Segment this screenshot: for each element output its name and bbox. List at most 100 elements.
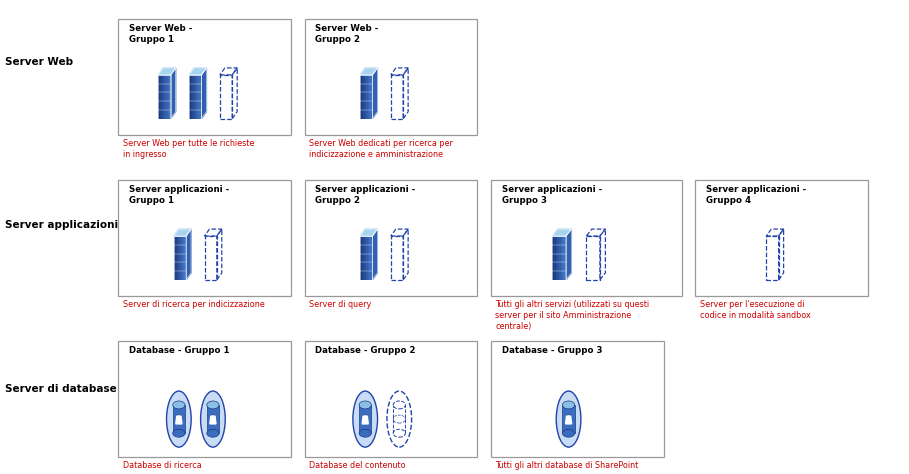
Polygon shape (171, 68, 175, 118)
Bar (198, 75, 201, 118)
FancyBboxPatch shape (118, 180, 291, 296)
Bar (169, 75, 172, 118)
Bar (166, 75, 168, 118)
Bar (167, 75, 170, 118)
Bar (368, 236, 370, 280)
Bar (362, 236, 365, 280)
Bar (194, 75, 196, 118)
Ellipse shape (166, 391, 191, 447)
Bar (366, 236, 369, 280)
Text: Server Web -
Gruppo 2: Server Web - Gruppo 2 (315, 24, 379, 44)
FancyBboxPatch shape (305, 19, 477, 135)
Polygon shape (210, 416, 216, 424)
Circle shape (566, 415, 571, 417)
Bar (162, 75, 164, 118)
Bar (360, 236, 363, 280)
Text: Tutti gli altri database di SharePoint: Tutti gli altri database di SharePoint (495, 461, 639, 470)
Polygon shape (373, 229, 377, 280)
Bar (555, 236, 558, 280)
Polygon shape (202, 68, 206, 118)
Bar (371, 236, 374, 280)
Text: Server applicazioni -
Gruppo 2: Server applicazioni - Gruppo 2 (315, 185, 415, 205)
Bar (175, 236, 178, 280)
Bar (366, 75, 369, 118)
Text: Server di query: Server di query (309, 300, 371, 309)
Text: Server di ricerca per indicizzazione: Server di ricerca per indicizzazione (123, 300, 265, 309)
Bar (185, 236, 187, 280)
Ellipse shape (207, 401, 219, 409)
Ellipse shape (556, 391, 581, 447)
Bar (177, 236, 179, 280)
Polygon shape (373, 68, 377, 118)
Polygon shape (362, 416, 368, 424)
Text: Server applicazioni: Server applicazioni (5, 220, 117, 230)
Polygon shape (158, 68, 175, 75)
Ellipse shape (201, 391, 225, 447)
Bar (365, 236, 367, 280)
FancyBboxPatch shape (305, 180, 477, 296)
Ellipse shape (563, 429, 574, 437)
Ellipse shape (173, 429, 185, 437)
Circle shape (363, 415, 367, 417)
Bar (564, 236, 567, 280)
Bar (557, 236, 560, 280)
Bar (178, 236, 181, 280)
Bar (197, 75, 199, 118)
Ellipse shape (359, 401, 371, 409)
Polygon shape (175, 416, 182, 424)
Bar (195, 75, 198, 118)
Text: Server Web: Server Web (5, 57, 73, 67)
Bar (189, 75, 192, 118)
Ellipse shape (387, 391, 412, 447)
FancyBboxPatch shape (491, 341, 664, 457)
FancyBboxPatch shape (118, 341, 291, 457)
Circle shape (176, 415, 181, 417)
Bar (554, 236, 556, 280)
Bar (182, 236, 184, 280)
Text: Server Web per tutte le richieste
in ingresso: Server Web per tutte le richieste in ing… (123, 139, 255, 159)
Text: Server applicazioni -
Gruppo 3: Server applicazioni - Gruppo 3 (502, 185, 602, 205)
Bar (563, 405, 574, 433)
Bar (561, 236, 564, 280)
Polygon shape (360, 229, 377, 236)
Bar (371, 75, 374, 118)
Text: Server Web -
Gruppo 1: Server Web - Gruppo 1 (129, 24, 193, 44)
Bar (183, 236, 185, 280)
Bar (364, 75, 365, 118)
Bar (160, 75, 163, 118)
Bar (174, 236, 176, 280)
Bar (191, 75, 193, 118)
Bar (369, 236, 372, 280)
Bar (559, 236, 562, 280)
Ellipse shape (353, 391, 377, 447)
Bar (180, 236, 183, 280)
Bar (365, 75, 367, 118)
Text: Server Web dedicati per ricerca per
indicizzazione e amministrazione: Server Web dedicati per ricerca per indi… (309, 139, 453, 159)
Bar (200, 75, 203, 118)
Text: Database - Gruppo 3: Database - Gruppo 3 (502, 346, 603, 355)
Bar (368, 75, 370, 118)
Bar (364, 236, 365, 280)
Bar (163, 75, 165, 118)
Text: Database del contenuto: Database del contenuto (309, 461, 405, 470)
Polygon shape (565, 416, 572, 424)
Bar (165, 75, 167, 118)
Bar (158, 75, 161, 118)
FancyBboxPatch shape (491, 180, 682, 296)
Text: Server applicazioni -
Gruppo 4: Server applicazioni - Gruppo 4 (706, 185, 806, 205)
FancyBboxPatch shape (695, 180, 868, 296)
Ellipse shape (563, 401, 574, 409)
Circle shape (211, 415, 215, 417)
Text: Server per l'esecuzione di
codice in modalità sandbox: Server per l'esecuzione di codice in mod… (700, 300, 811, 320)
Text: Database di ricerca: Database di ricerca (123, 461, 202, 470)
Polygon shape (360, 68, 377, 75)
Polygon shape (553, 229, 572, 236)
FancyBboxPatch shape (118, 19, 291, 135)
Bar (359, 405, 371, 433)
Text: Server applicazioni -
Gruppo 1: Server applicazioni - Gruppo 1 (129, 185, 229, 205)
Polygon shape (186, 229, 191, 280)
Text: Tutti gli altri servizi (utilizzati su questi
server per il sito Amministrazione: Tutti gli altri servizi (utilizzati su q… (495, 300, 650, 331)
Text: Database - Gruppo 1: Database - Gruppo 1 (129, 346, 230, 355)
Polygon shape (566, 229, 572, 280)
Polygon shape (189, 68, 206, 75)
